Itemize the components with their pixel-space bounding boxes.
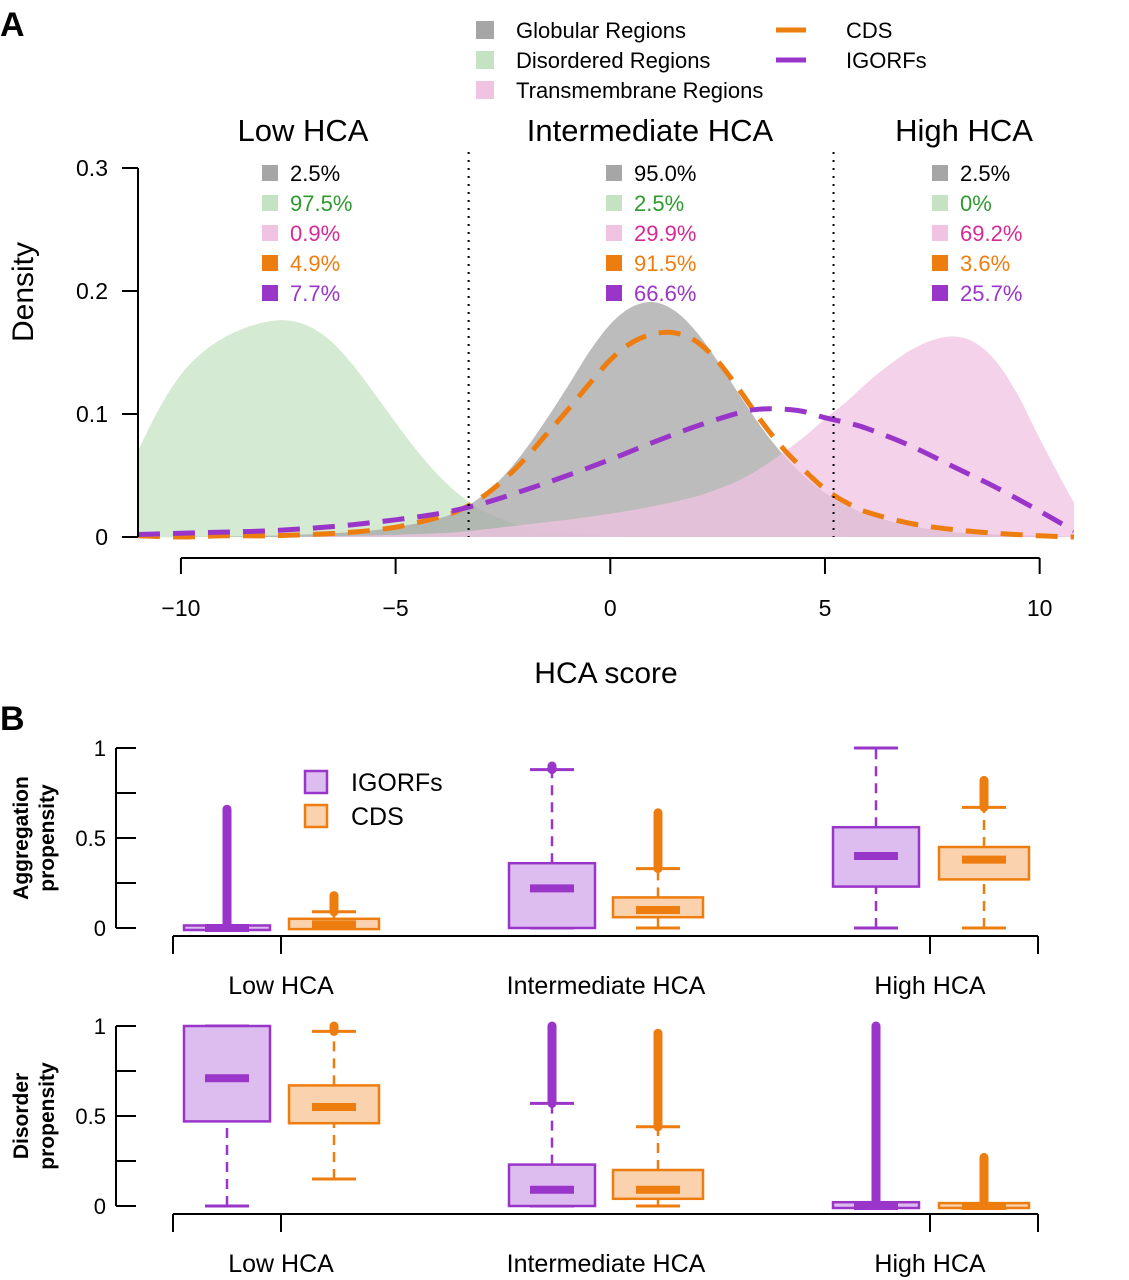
pct-swatch <box>606 225 622 241</box>
legend-label-igorfs: IGORFs <box>846 48 927 73</box>
density-igorfs <box>138 406 1074 537</box>
category-label-low-hca: Low HCA <box>228 972 334 1000</box>
category-label-low-hca: Low HCA <box>228 1250 334 1278</box>
y-axis-title: Density <box>7 242 40 342</box>
legend-label-igorfs: IGORFs <box>351 769 443 797</box>
y-tick-label: 0.1 <box>76 401 108 427</box>
x-tick-label: −10 <box>161 595 200 621</box>
pct-value: 91.5% <box>634 251 696 276</box>
pct-value: 7.7% <box>290 281 340 306</box>
box <box>507 861 597 930</box>
y-axis-title: Aggregation <box>10 776 33 900</box>
y-tick-label: 0 <box>95 524 108 550</box>
aggregation-boxplot: 0 0.5 1 Aggregation propensity Low HCA Interme… <box>10 736 1039 1000</box>
y-tick-label: 0.5 <box>75 1104 106 1129</box>
region-title-intermediate-hca: Intermediate HCA <box>527 113 774 148</box>
y-tick-label: 1 <box>94 736 106 761</box>
legend-swatch-transmembrane-regions <box>476 81 494 99</box>
x-tick-label: −5 <box>382 595 408 621</box>
disorder-boxplot: 0 0.5 1 Disorder propensity Low HCA Intermedia… <box>10 1014 1039 1278</box>
pct-swatch <box>262 165 278 181</box>
category-label-high-hca: High HCA <box>874 972 985 1000</box>
pct-value: 2.5% <box>290 161 340 186</box>
pct-swatch <box>606 165 622 181</box>
legend-swatch-disordered-regions <box>476 51 494 69</box>
category-label-high-hca: High HCA <box>874 1250 985 1278</box>
y-tick-label: 0.3 <box>76 155 108 181</box>
pct-value: 95.0% <box>634 161 696 186</box>
pct-swatch <box>932 225 948 241</box>
panel-a-label: A <box>0 6 25 44</box>
pct-value: 2.5% <box>634 191 684 216</box>
box <box>182 1024 272 1123</box>
pct-swatch <box>606 285 622 301</box>
pct-swatch <box>262 255 278 271</box>
legend-label-transmembrane-regions: Transmembrane Regions <box>516 78 763 103</box>
pct-swatch <box>932 195 948 211</box>
pct-value: 25.7% <box>960 281 1022 306</box>
density-plot: 0 0.1 0.2 0.3 −10 −5 0 5 10 HCA score Density Glob… <box>7 18 1074 690</box>
box <box>611 1168 705 1201</box>
x-tick-label: 0 <box>604 595 617 621</box>
region-title-high-hca: High HCA <box>895 113 1033 148</box>
pct-swatch <box>262 195 278 211</box>
pct-value: 66.6% <box>634 281 696 306</box>
box <box>507 1163 597 1208</box>
panel-b-label: B <box>0 700 25 738</box>
pct-swatch <box>932 285 948 301</box>
y-axis-title: propensity <box>36 784 59 892</box>
density-curves <box>138 301 1074 540</box>
category-label-intermediate-hca: Intermediate HCA <box>507 1250 706 1278</box>
pct-value: 69.2% <box>960 221 1022 246</box>
legend-label-globular-regions: Globular Regions <box>516 18 686 43</box>
pct-value: 2.5% <box>960 161 1010 186</box>
legend-label-cds: CDS <box>846 18 892 43</box>
x-tick-label: 10 <box>1027 595 1053 621</box>
density-axes: 0 0.1 0.2 0.3 −10 −5 0 5 10 HCA score Density <box>7 152 1052 690</box>
pct-value: 0% <box>960 191 992 216</box>
pct-swatch <box>606 195 622 211</box>
pct-swatch <box>606 255 622 271</box>
legend-swatch-igorfs <box>303 769 329 795</box>
pct-value: 29.9% <box>634 221 696 246</box>
category-label-intermediate-hca: Intermediate HCA <box>507 972 706 1000</box>
density-transmembrane-regions <box>138 336 1074 538</box>
y-axis-title: Disorder <box>10 1073 33 1159</box>
y-axis-title: propensity <box>36 1062 59 1170</box>
x-tick-label: 5 <box>819 595 832 621</box>
legend-swatch-cds <box>303 803 329 829</box>
y-tick-label: 0 <box>94 916 106 941</box>
pct-swatch <box>932 165 948 181</box>
y-tick-label: 0.5 <box>75 826 106 851</box>
y-tick-label: 1 <box>94 1014 106 1039</box>
pct-value: 3.6% <box>960 251 1010 276</box>
pct-swatch <box>262 285 278 301</box>
pct-value: 97.5% <box>290 191 352 216</box>
region-annotations: Low HCA 2.5% 97.5% 0.9% 4.9% 7.7% Intermediate… <box>238 113 1034 306</box>
pct-swatch <box>262 225 278 241</box>
pct-swatch <box>932 255 948 271</box>
x-axis-title: HCA score <box>534 657 677 690</box>
density-legend: Globular Regions Disordered Regions Transm… <box>476 18 927 103</box>
y-tick-label: 0 <box>94 1194 106 1219</box>
legend-swatch-globular-regions <box>476 21 494 39</box>
legend-label-disordered-regions: Disordered Regions <box>516 48 710 73</box>
pct-value: 4.9% <box>290 251 340 276</box>
box <box>937 845 1031 881</box>
y-tick-label: 0.2 <box>76 278 108 304</box>
legend-label-cds: CDS <box>351 803 404 831</box>
density-cds <box>138 329 1074 540</box>
region-title-low-hca: Low HCA <box>238 113 369 148</box>
pct-value: 0.9% <box>290 221 340 246</box>
density-globular-regions <box>138 301 1074 538</box>
density-disordered-regions <box>138 320 654 537</box>
